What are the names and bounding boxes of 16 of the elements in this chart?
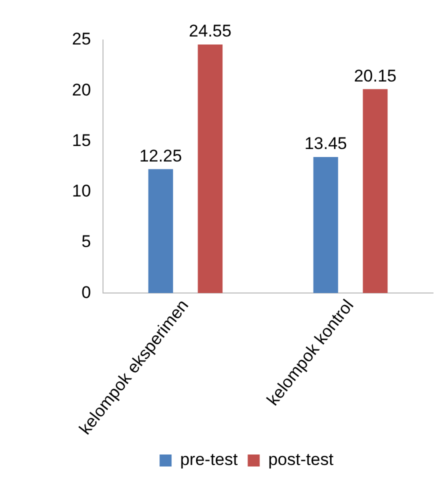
y-tick-label: 20 <box>72 80 91 100</box>
bar <box>313 156 338 294</box>
y-tick-label: 10 <box>72 182 91 201</box>
legend-label: pre-test <box>180 450 238 470</box>
bar <box>198 44 223 294</box>
legend-label: post-test <box>268 450 334 470</box>
bar <box>362 89 388 294</box>
data-label: 13.45 <box>304 134 347 154</box>
y-tick-label: 25 <box>72 30 91 49</box>
bar <box>148 169 174 294</box>
y-tick-label: 5 <box>81 232 91 252</box>
data-label: 20.15 <box>354 66 397 86</box>
y-tick-label: 15 <box>72 130 91 150</box>
data-label: 24.55 <box>188 22 232 41</box>
data-label: 12.25 <box>139 146 182 166</box>
y-tick-label: 0 <box>81 282 91 302</box>
